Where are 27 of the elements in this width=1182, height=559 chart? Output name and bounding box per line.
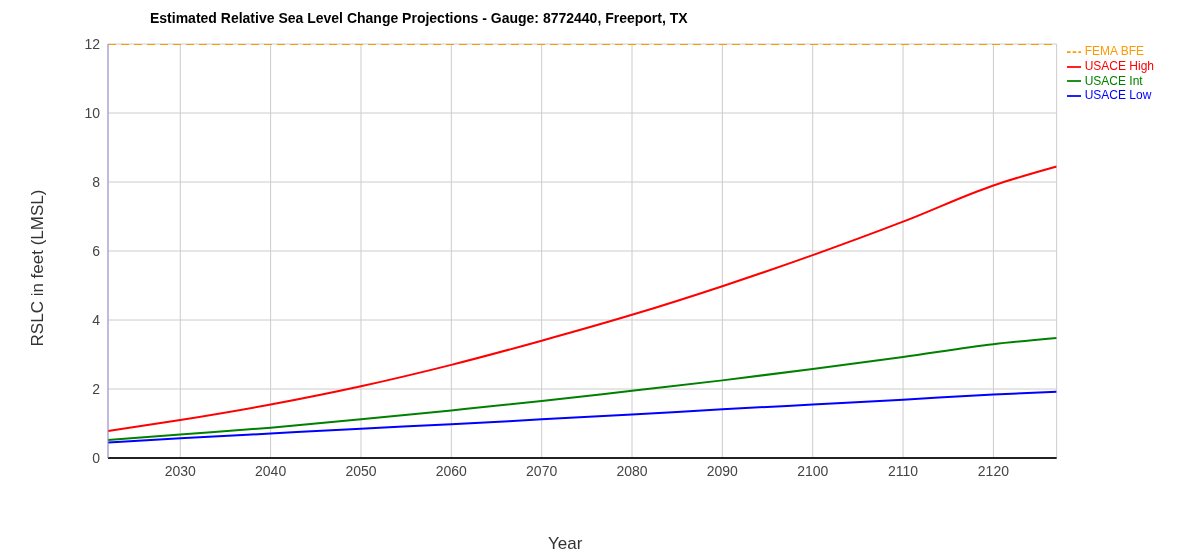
y-axis-title: RSLC in feet (LMSL): [28, 188, 48, 349]
x-tick-label: 2070: [526, 462, 558, 479]
legend-label: USACE Int: [1084, 73, 1143, 88]
x-tick-label: 2110: [888, 462, 919, 479]
x-axis-title: Year: [548, 534, 583, 554]
x-tick-label: 2080: [616, 462, 648, 479]
chart-title: Estimated Relative Sea Level Change Projections - Gauge: 8772440, Freeport, TX: [150, 10, 688, 26]
x-tick-label: 2050: [345, 462, 377, 479]
x-tick-label: 2040: [255, 462, 287, 479]
line-series: [108, 165, 1057, 433]
y-tick-label: 2: [92, 380, 101, 397]
line-series: [108, 390, 1057, 444]
legend-label: USACE Low: [1084, 88, 1152, 103]
y-tick-label: 0: [92, 449, 101, 466]
legend-label: USACE High: [1084, 58, 1154, 73]
y-tick-label: 12: [84, 35, 101, 52]
y-tick-label: 8: [92, 173, 101, 190]
y-tick-label: 10: [84, 104, 101, 121]
x-tick-label: 2060: [435, 462, 468, 479]
line-series: [108, 336, 1057, 442]
x-tick-label: 2100: [797, 462, 829, 479]
legend-label: FEMA BFE: [1084, 44, 1144, 58]
x-tick-label: 2030: [164, 462, 197, 479]
x-tick-label: 2090: [706, 462, 739, 479]
x-tick-label: 2120: [977, 462, 1010, 479]
y-tick-label: 6: [92, 242, 101, 259]
y-tick-label: 4: [92, 311, 101, 328]
